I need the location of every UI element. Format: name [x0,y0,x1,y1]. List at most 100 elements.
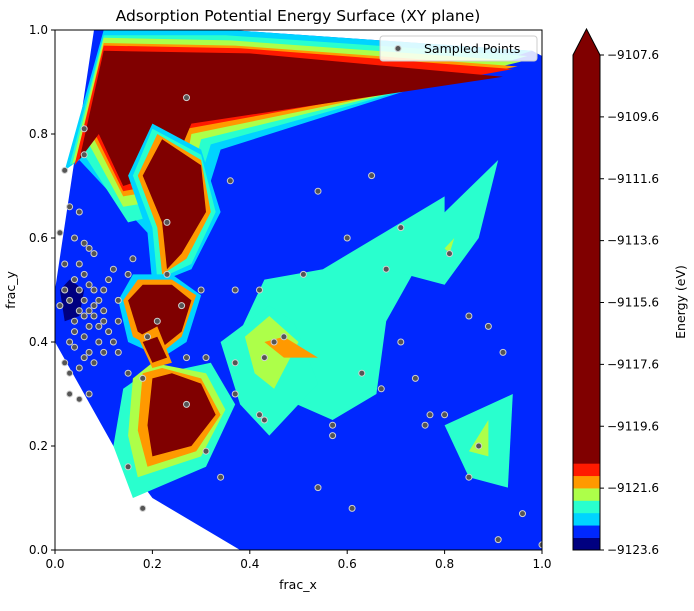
sampled-point-50 [85,390,93,398]
sampled-point-98 [465,473,473,481]
sampled-point-65 [343,234,351,242]
sampled-point-79 [124,463,132,471]
sampled-point-86 [314,484,322,492]
sampled-point-75 [183,400,190,408]
sampled-point-41 [114,296,122,304]
sampled-point-8 [80,270,88,278]
sampled-point-11 [95,296,103,304]
sampled-point-73 [256,411,263,419]
sampled-point-64 [446,250,453,258]
sampled-points [56,94,542,549]
colorbar-extend-arrow [573,29,600,55]
sampled-point-68 [260,354,268,362]
sampled-point-87 [329,432,337,440]
y-tick-label-4: 0.8 [29,127,48,141]
sampled-point-69 [183,354,190,362]
sampled-point-102 [494,536,502,544]
colorbar-level-4 [573,488,600,501]
sampled-point-45 [124,270,132,278]
sampled-point-35 [75,286,83,294]
sampled-point-39 [100,286,108,294]
sampled-point-76 [202,447,210,455]
sampled-point-43 [114,348,122,356]
sampled-point-16 [95,338,103,346]
sampled-point-29 [85,322,93,330]
sampled-point-17 [100,348,108,356]
sampled-point-53 [61,166,69,174]
x-axis-label: frac_x [279,577,317,592]
sampled-point-5 [80,239,88,247]
sampled-point-56 [163,218,171,226]
sampled-point-95 [426,411,434,419]
sampled-point-105 [71,343,78,351]
sampled-point-78 [139,504,147,512]
x-axis: 0.0 0.2 0.4 0.6 0.8 1.0 [45,550,552,571]
sampled-point-3 [90,250,98,258]
colorbar-level-0 [573,537,600,551]
sampled-point-80 [139,374,147,382]
contour-region-20 [147,373,216,457]
colorbar-tick-label-4: −9115.6 [607,296,659,310]
colorbar-label: Energy (eV) [673,265,688,339]
colorbar-level-3 [573,500,600,514]
sampled-point-100 [484,322,492,330]
sampled-point-71 [231,359,239,367]
sampled-point-37 [85,307,93,315]
sampled-point-48 [66,390,74,398]
sampled-point-30 [80,333,88,341]
sampled-point-83 [178,302,186,310]
sampled-point-59 [299,270,307,278]
sampled-point-84 [197,286,205,294]
sampled-point-47 [109,265,117,273]
colorbar-tick-label-8: −9123.6 [607,543,659,557]
sampled-point-57 [163,270,171,278]
sampled-point-97 [465,312,473,320]
sampled-point-60 [314,187,322,195]
sampled-point-89 [348,504,356,512]
sampled-point-21 [66,369,74,377]
sampled-point-72 [231,390,239,398]
sampled-point-63 [382,265,390,273]
sampled-point-18 [85,348,93,356]
sampled-point-0 [56,229,64,237]
sampled-point-92 [397,338,405,346]
sampled-point-62 [397,224,405,232]
sampled-point-13 [100,317,108,325]
colorbar-tick-label-5: −9117.6 [607,357,659,371]
contour-region-6 [79,50,504,186]
contour-region-27 [468,420,489,457]
sampled-point-66 [280,333,288,341]
sampled-point-77 [217,473,225,481]
sampled-point-19 [80,354,88,362]
plot-frame [54,29,543,551]
sampled-point-93 [411,374,419,382]
sampled-point-24 [71,317,78,325]
plot-area [54,29,543,551]
sampled-point-61 [368,172,376,180]
sampled-point-108 [61,260,69,268]
sampled-point-99 [475,442,483,450]
sampled-point-81 [144,333,151,341]
sampled-point-104 [538,541,542,549]
sampled-point-9 [85,281,93,289]
sampled-point-90 [358,369,366,377]
sampled-point-38 [90,302,98,310]
colorbar-level-2 [573,512,600,526]
y-tick-label-2: 0.4 [29,335,48,349]
colorbar-level-5 [573,475,600,489]
contour-regions [55,30,542,550]
sampled-point-27 [90,312,98,320]
sampled-point-88 [329,421,337,429]
sampled-point-36 [80,312,88,320]
sampled-point-51 [80,125,88,133]
sampled-point-22 [61,359,69,367]
colorbar: −9107.6 −9109.6 −9111.6 −9113.6 −9115.6 −9117… [572,27,659,557]
contour-region-23 [128,284,192,348]
contour-region-25 [142,336,167,363]
legend-marker [394,45,402,52]
sampled-point-91 [377,385,385,393]
x-tick-label-2: 0.4 [240,557,259,571]
x-tick-label-5: 1.0 [532,557,551,571]
y-tick-label-0: 0.0 [29,543,48,557]
sampled-point-26 [80,296,88,304]
